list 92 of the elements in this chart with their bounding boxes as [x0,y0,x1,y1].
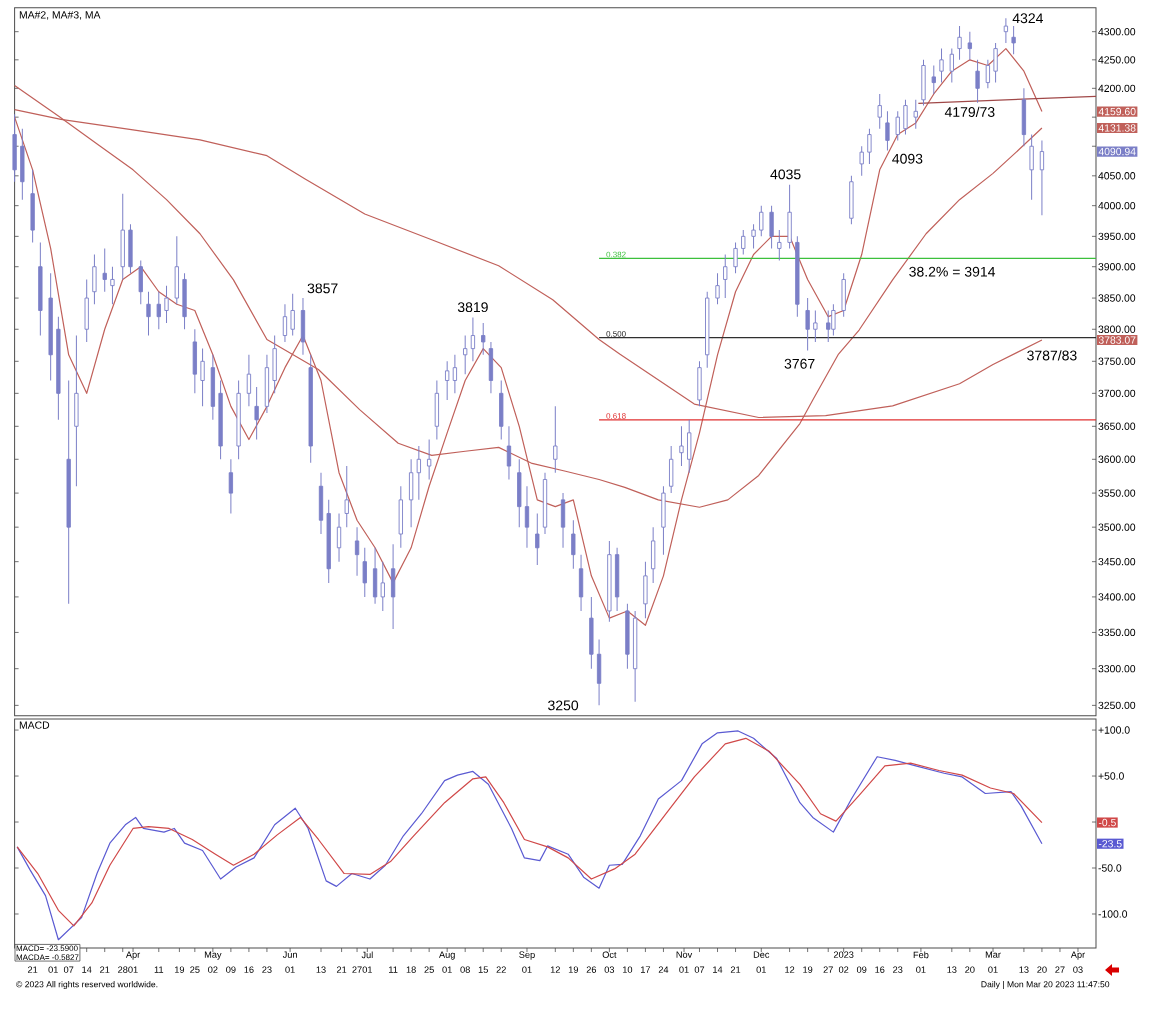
candlestick [669,445,674,494]
candlestick [390,543,396,630]
candlestick [344,465,349,528]
candlestick [939,48,944,84]
candlestick [813,309,818,343]
candlestick [560,492,566,549]
candlestick [192,328,197,394]
candlestick [1029,134,1034,201]
candlestick [877,93,882,130]
candlestick [1003,17,1009,44]
candlestick [805,297,810,351]
candlestick [120,193,125,280]
candlestick [625,603,630,670]
candlestick [362,547,367,598]
candlestick [614,547,620,612]
candlestick [264,354,270,414]
candlestick [687,419,692,474]
candlestick [650,526,656,584]
candlestick [849,175,854,225]
candlestick [398,485,403,549]
candlestick [128,223,133,274]
candlestick [246,354,252,407]
candlestick [228,458,234,514]
candlestick [921,59,926,107]
candlestick [733,241,738,274]
candlestick [517,458,522,528]
candlestick [499,379,504,440]
candlestick [434,379,440,440]
candlestick [759,205,764,237]
candlestick [643,561,648,619]
candlestick [1011,25,1016,55]
candlestick [715,272,720,305]
candlestick [92,254,97,305]
candlestick [156,291,161,330]
candlestick [254,386,259,440]
candlestick [200,348,205,407]
candlestick [841,272,846,318]
candlestick [470,317,476,362]
candlestick [542,472,548,535]
candlestick [380,561,385,612]
candlestick [553,405,558,474]
candlestick [957,25,962,61]
candlestick [488,341,494,394]
candlestick [74,335,79,487]
candlestick [20,128,25,201]
candlestick [146,291,151,337]
candlestick [30,169,35,243]
candlestick [769,205,774,249]
candlestick [885,110,890,151]
candlestick [372,547,378,605]
candlestick [481,322,486,356]
candlestick [354,526,360,577]
candlestick [571,519,576,570]
candlestick [452,354,458,394]
candlestick [1039,139,1045,216]
candlestick [445,360,450,401]
candlestick [697,360,702,407]
candlestick [300,297,306,356]
candlestick [913,99,918,130]
candlestick [416,445,421,501]
candlestick [777,229,782,262]
candlestick [110,266,115,305]
candlestick [867,128,872,165]
candlestick [831,303,836,337]
candlestick [895,110,900,141]
candlestick [336,512,342,563]
candlestick [182,272,187,330]
candlestick [903,99,908,136]
candlestick [661,485,666,556]
candlestick [826,309,831,343]
candlestick [84,278,89,343]
candlestick [723,254,728,299]
candlestick [967,31,972,61]
candlestick [426,439,432,480]
candlestick [282,303,288,343]
candlestick [138,260,143,305]
candlestick [931,64,936,95]
candlestick [164,285,169,324]
candlestick [975,59,980,104]
candlestick [949,48,954,84]
candlestick [408,458,414,528]
candlestick [993,42,998,84]
candlestick [12,113,17,183]
candlestick [290,293,295,337]
candlestick [38,241,43,337]
candlestick [463,335,468,375]
candlestick [102,247,107,293]
candlestick [1021,87,1027,147]
candlestick [679,425,684,467]
candlestick [506,425,512,480]
candlestick [578,554,584,612]
candlestick [535,512,540,566]
